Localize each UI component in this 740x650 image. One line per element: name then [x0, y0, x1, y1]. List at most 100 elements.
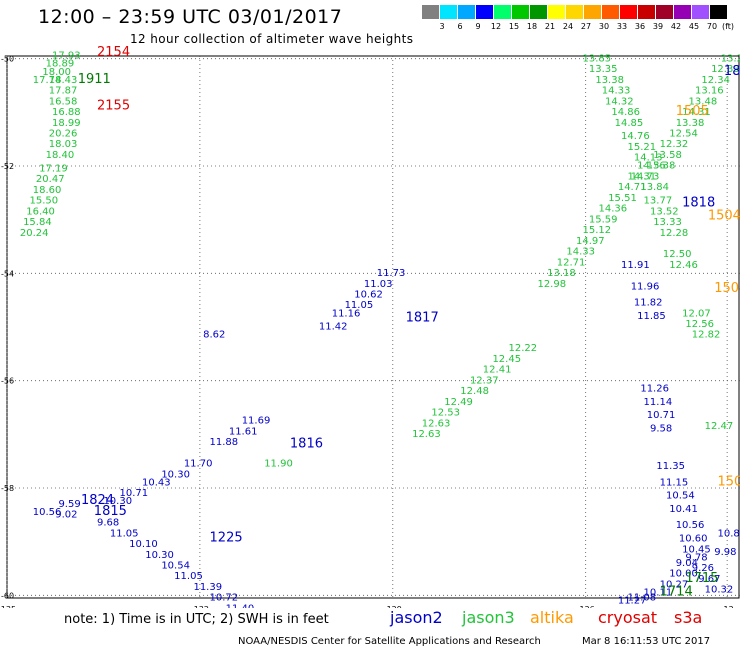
legend-swatch	[458, 5, 475, 19]
legend-label: 27	[580, 22, 592, 31]
footer-note: note: 1) Time is in UTC; 2) SWH is in fe…	[64, 612, 329, 627]
wave-height-label: 15.21	[627, 142, 656, 153]
legend-unit: (ft)	[721, 22, 735, 31]
wave-height-label: 10.11	[644, 587, 673, 598]
wave-height-label: 11.05	[345, 300, 374, 311]
wave-height-label: 11.70	[184, 459, 213, 470]
satellite-jason2: jason2	[390, 608, 443, 627]
wave-height-label: 10.43	[142, 477, 171, 488]
wave-height-label: 11.96	[631, 281, 660, 292]
wave-height-label: 11.26	[640, 383, 669, 394]
legend-swatch	[476, 5, 493, 19]
wave-height-label: 20.24	[20, 228, 49, 239]
pass-time-label: 1818	[682, 195, 715, 210]
wave-height-label: 10.62	[354, 289, 383, 300]
wave-height-label: 11.82	[634, 298, 663, 309]
legend-swatch	[674, 5, 691, 19]
wave-height-label: 13.38	[676, 118, 705, 129]
wave-height-label: 10.30	[103, 496, 132, 507]
wave-height-label: 18.60	[33, 185, 62, 196]
wave-height-label: 14.56	[637, 161, 666, 172]
wave-height-label: 14.76	[621, 131, 650, 142]
x-tick-label: -129	[384, 605, 402, 608]
wave-height-label: 11.14	[644, 397, 673, 408]
legend-label: 33	[616, 22, 628, 31]
wave-height-label: 12.46	[669, 260, 698, 271]
pass-time-label: 1504	[708, 209, 740, 224]
legend-label: 30	[598, 22, 610, 31]
pass-time-label: 1815	[94, 504, 127, 519]
wave-height-label: 13.48	[689, 96, 718, 107]
legend-swatch	[566, 5, 583, 19]
wave-height-label: 20.47	[36, 174, 65, 185]
y-tick-label: -52	[1, 162, 14, 171]
pass-time-label: 1225	[210, 531, 243, 546]
legend-swatch	[530, 5, 547, 19]
satellite-s3a: s3a	[674, 608, 703, 627]
wave-height-label: 15.12	[582, 225, 611, 236]
wave-height-label: 10.32	[705, 585, 734, 596]
wave-height-label: 9.02	[55, 510, 77, 521]
satellite-jason3: jason3	[462, 608, 515, 627]
satellite-cryosat: cryosat	[598, 608, 658, 627]
altimeter-map: -135-132-129-126-123-12-50-52-54-56-58-6…	[0, 45, 740, 608]
legend-label: 9	[475, 22, 481, 31]
wave-height-label: 11.05	[110, 528, 139, 539]
wave-height-label: 12.41	[483, 365, 512, 376]
wave-height-label: 12.34	[701, 75, 730, 86]
wave-height-label: 16.40	[26, 206, 55, 217]
wave-height-label: 15.59	[589, 214, 618, 225]
wave-height-label: 15.50	[30, 196, 59, 207]
y-tick-label: -50	[1, 55, 14, 64]
wave-height-label: 13.52	[650, 206, 679, 217]
wave-height-label: 9.78	[685, 552, 707, 563]
legend-swatch	[620, 5, 637, 19]
wave-height-label: 17.19	[39, 163, 68, 174]
wave-height-label: 14.13	[634, 153, 663, 164]
wave-height-label: 14.33	[602, 86, 631, 97]
pass-time-label: 1714	[660, 584, 693, 599]
legend-label: 3	[439, 22, 445, 31]
legend-label: 42	[670, 22, 682, 31]
y-tick-label: -56	[1, 377, 14, 386]
map-frame	[6, 55, 740, 599]
wave-height-label: 11.03	[364, 279, 393, 290]
legend-label: 45	[688, 22, 700, 31]
wave-height-label: 12.98	[537, 279, 566, 290]
wave-height-label: 13.38	[647, 161, 676, 172]
wave-height-label: 11.85	[637, 311, 666, 322]
wave-height-label: 11.08	[627, 593, 656, 604]
wave-height-label: 13.38	[595, 75, 624, 86]
legend-swatch	[422, 5, 439, 19]
wave-height-label: 18.40	[46, 150, 75, 161]
wave-height-label: 13.26	[721, 53, 740, 64]
wave-height-label: 16.58	[49, 96, 78, 107]
wave-height-label: 12.28	[660, 228, 689, 239]
page-title: 12:00 – 23:59 UTC 03/01/2017	[38, 6, 343, 28]
wave-height-label: 11.35	[656, 461, 685, 472]
pass-time-label: 1505	[676, 104, 709, 119]
pass-time-label: 2155	[97, 99, 130, 114]
wave-height-label: 13.16	[695, 86, 724, 97]
legend-label: 15	[508, 22, 520, 31]
wave-height-label: 14.33	[566, 247, 595, 258]
legend-label: 21	[544, 22, 556, 31]
wave-height-label: 10.30	[145, 550, 174, 561]
wave-height-label: 12.45	[492, 354, 521, 365]
wave-height-label: 12.33	[711, 64, 740, 75]
legend-swatch	[692, 5, 709, 19]
legend-swatch	[710, 5, 727, 19]
x-tick-label: -135	[0, 605, 16, 608]
credit-text: NOAA/NESDIS Center for Satellite Applica…	[238, 636, 541, 647]
wave-height-label: 11.15	[660, 477, 689, 488]
wave-height-label: 12.07	[682, 308, 711, 319]
wave-height-label: 14.73	[631, 171, 660, 182]
wave-height-label: 14.71	[618, 182, 647, 193]
timestamp: Mar 8 16:11:53 UTC 2017	[582, 636, 711, 647]
wave-height-label: 14.85	[615, 118, 644, 129]
legend-label: 24	[562, 22, 574, 31]
wave-height-label: 8.62	[203, 330, 225, 341]
wave-height-label: 17.87	[49, 86, 78, 97]
y-tick-label: -60	[1, 591, 14, 600]
wave-height-label: 9.04	[676, 558, 698, 569]
